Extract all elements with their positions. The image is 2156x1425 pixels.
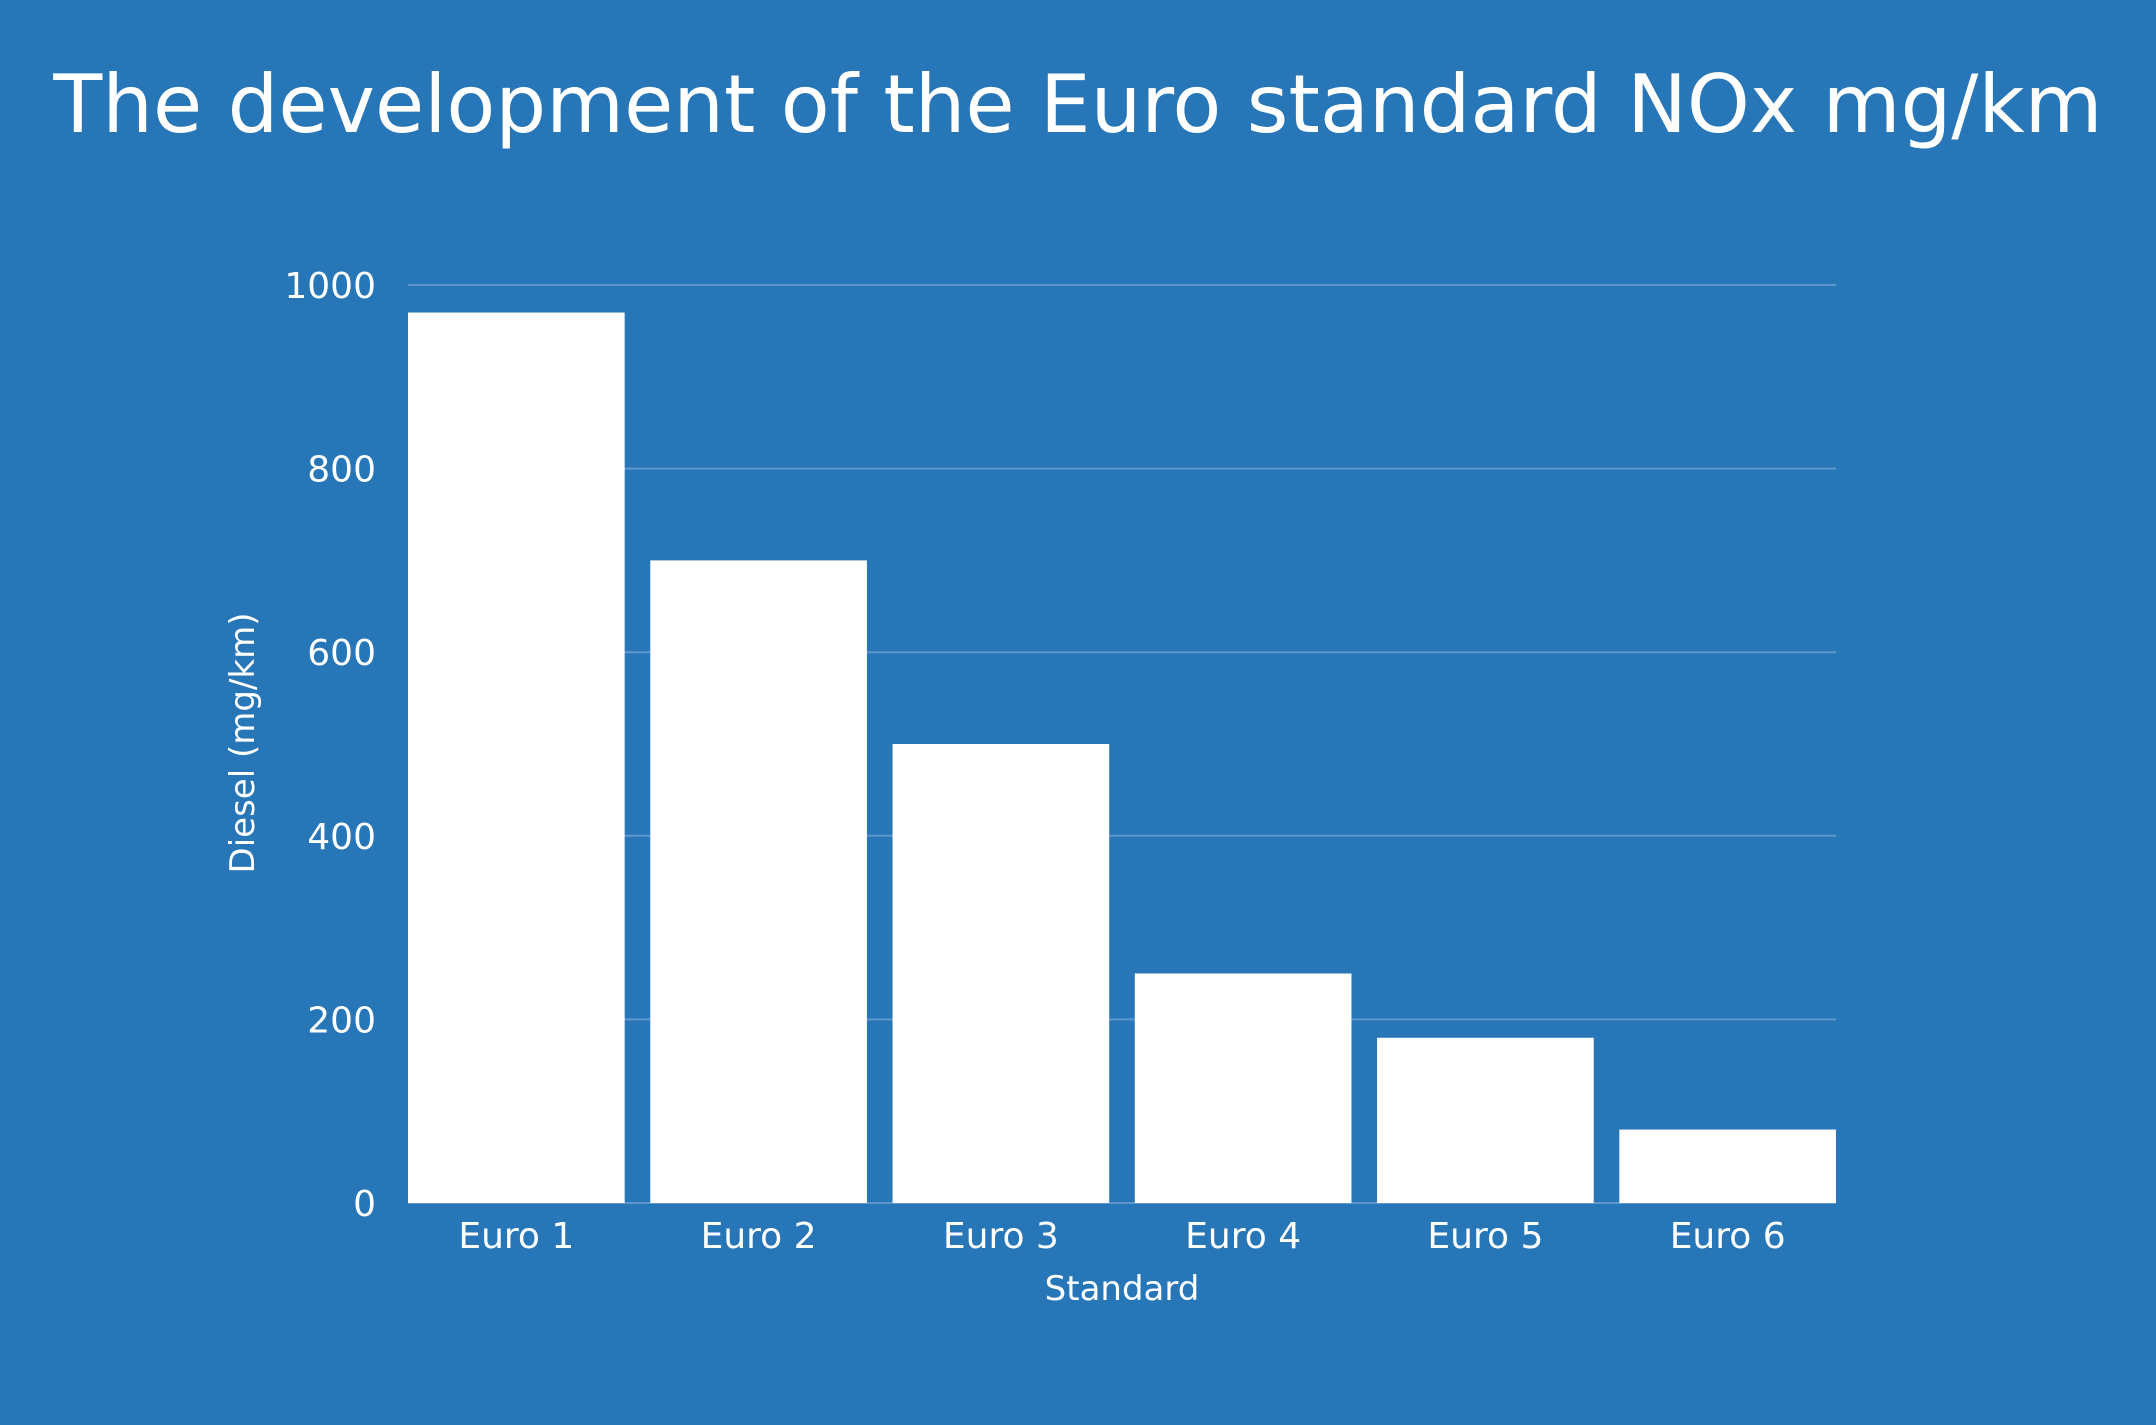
chart-title: The development of the Euro standard NOx… bbox=[53, 58, 2103, 151]
bar-euro-5 bbox=[1377, 1037, 1594, 1203]
y-tick-label: 200 bbox=[307, 1000, 376, 1041]
y-tick-label: 0 bbox=[353, 1184, 376, 1225]
x-tick-label: Euro 5 bbox=[1427, 1216, 1543, 1257]
y-axis-label: Diesel (mg/km) bbox=[223, 613, 263, 874]
y-tick-label: 600 bbox=[307, 633, 376, 674]
bar-euro-6 bbox=[1619, 1129, 1836, 1203]
y-axis-ticks: 0 200 400 600 800 1000 bbox=[284, 266, 376, 1225]
y-tick-label: 1000 bbox=[284, 266, 376, 307]
bar-euro-2 bbox=[650, 560, 867, 1203]
x-tick-label: Euro 2 bbox=[701, 1216, 817, 1257]
y-tick-label: 800 bbox=[307, 450, 376, 491]
gridlines bbox=[408, 284, 1836, 1204]
bars bbox=[408, 312, 1836, 1203]
x-tick-label: Euro 6 bbox=[1670, 1216, 1786, 1257]
x-axis-ticks: Euro 1 Euro 2 Euro 3 Euro 4 Euro 5 Euro 6 bbox=[458, 1216, 1785, 1257]
x-axis-label: Standard bbox=[1045, 1269, 1200, 1309]
x-tick-label: Euro 3 bbox=[943, 1216, 1059, 1257]
x-tick-label: Euro 4 bbox=[1185, 1216, 1301, 1257]
x-tick-label: Euro 1 bbox=[458, 1216, 574, 1257]
bar-euro-3 bbox=[892, 744, 1110, 1203]
bar-euro-4 bbox=[1134, 973, 1352, 1203]
y-tick-label: 400 bbox=[307, 817, 376, 858]
bar-euro-1 bbox=[408, 312, 625, 1203]
